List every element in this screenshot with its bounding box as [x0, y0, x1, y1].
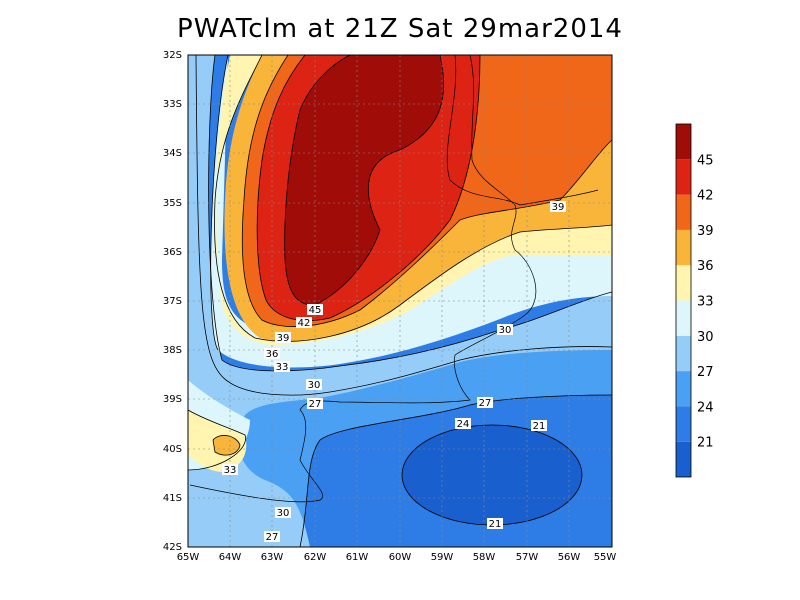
colorbar-swatch	[676, 124, 691, 160]
lon-tick: 57W	[516, 552, 539, 563]
lat-tick: 33S	[163, 99, 182, 110]
contour-label: 30	[277, 508, 290, 519]
contour-label: 30	[308, 380, 321, 391]
colorbar-label: 24	[697, 400, 714, 415]
lat-tick: 42S	[163, 542, 182, 553]
lat-tick: 39S	[163, 394, 182, 405]
colorbar-label: 42	[697, 189, 714, 204]
contour-label: 33	[276, 362, 289, 373]
lon-axis: 65W 64W 63W 62W 61W 60W 59W 58W 57W 56W …	[177, 552, 617, 563]
colorbar-label: 27	[697, 365, 714, 380]
contour-label: 39	[552, 202, 565, 213]
colorbar-swatch	[676, 159, 691, 195]
lon-tick: 63W	[261, 552, 284, 563]
contour-label: 30	[499, 325, 512, 336]
lat-tick: 38S	[163, 345, 182, 356]
coastlines	[189, 55, 599, 503]
contour-label: 21	[489, 519, 502, 530]
colorbar-swatch	[676, 371, 691, 407]
lat-tick: 32S	[163, 50, 182, 61]
lon-tick: 56W	[558, 552, 581, 563]
lat-tick: 34S	[163, 148, 182, 159]
contour-label: 39	[277, 333, 290, 344]
lat-axis: 32S 33S 34S 35S 36S 37S 38S 39S 40S 41S …	[163, 50, 182, 553]
lon-tick: 62W	[304, 552, 327, 563]
colorbar-label: 30	[697, 330, 714, 345]
contour-label: 36	[266, 349, 279, 360]
contour-labels: 45 42 39 36 33 30 27 30 27 24 21 21 39 3…	[222, 201, 566, 543]
colorbar-label: 36	[697, 259, 714, 274]
lon-tick: 58W	[473, 552, 496, 563]
contour-label: 27	[309, 399, 322, 410]
map-title: PWATclm at 21Z Sat 29mar2014	[177, 14, 623, 44]
grid-lines	[188, 55, 612, 547]
contour-label: 27	[266, 532, 279, 543]
colorbar-swatch	[676, 335, 691, 372]
lon-tick: 61W	[346, 552, 369, 563]
lat-tick: 40S	[163, 444, 182, 455]
colorbar-frame	[675, 123, 692, 478]
lat-tick: 37S	[163, 296, 182, 307]
map-frame	[187, 54, 613, 548]
colorbar: 21 24 27 30 33 36 39 42 45	[675, 123, 714, 478]
colorbar-label: 33	[697, 295, 714, 310]
colorbar-swatch	[676, 441, 691, 477]
lat-tick: 41S	[163, 493, 182, 504]
contour-label: 33	[224, 465, 237, 476]
colorbar-swatch	[676, 406, 691, 442]
contour-label: 27	[479, 398, 492, 409]
contour-lines	[188, 55, 612, 547]
colorbar-swatch	[676, 194, 691, 230]
colorbar-label: 21	[697, 436, 714, 451]
contour-label: 21	[533, 421, 546, 432]
colorbar-swatch	[676, 300, 691, 336]
colorbar-label: 45	[697, 153, 714, 168]
contour-label: 42	[298, 318, 311, 329]
lon-tick: 65W	[177, 552, 200, 563]
contour-label: 24	[457, 419, 470, 430]
colorbar-swatch	[676, 229, 691, 266]
lon-tick: 55W	[594, 552, 617, 563]
colorbar-swatch	[676, 265, 691, 301]
lat-tick: 35S	[163, 198, 182, 209]
lon-tick: 60W	[389, 552, 412, 563]
lon-tick: 59W	[431, 552, 454, 563]
colorbar-label: 39	[697, 224, 714, 239]
lon-tick: 64W	[219, 552, 242, 563]
contour-label: 45	[309, 305, 322, 316]
lat-tick: 36S	[163, 247, 182, 258]
